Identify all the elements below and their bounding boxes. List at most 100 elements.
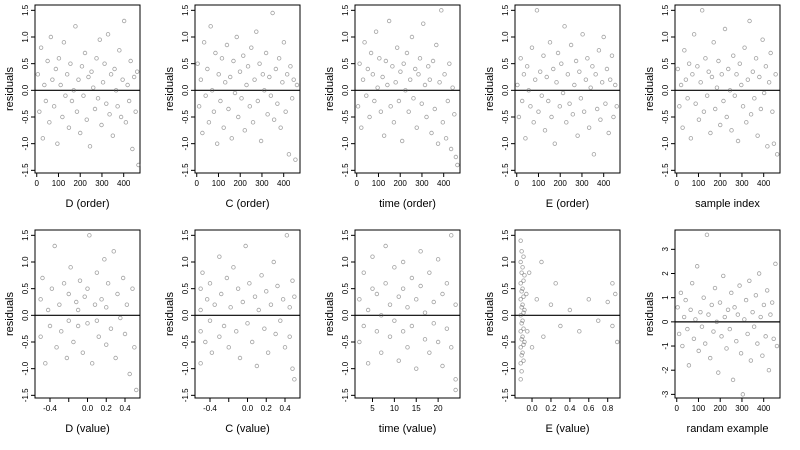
x-axis-title: E (value) [545,423,589,435]
data-point [259,273,264,278]
data-point [755,341,760,346]
data-point [711,40,716,45]
data-point [216,72,221,77]
data-point [694,264,700,269]
data-point [711,329,716,334]
data-point [111,249,116,254]
data-point [50,77,55,82]
y-tick-label: 1.5 [501,229,510,241]
y-tick-label: 0.0 [501,84,510,96]
data-point [735,138,741,144]
data-point [701,295,706,300]
data-point [418,249,423,254]
data-point [205,66,210,72]
x-tick-label: 100 [692,404,706,413]
data-point [690,72,695,77]
x-tick-label: 200 [714,179,728,188]
x-axis-title: C (value) [225,423,270,435]
data-point [523,136,528,141]
data-point [680,343,685,349]
data-point [516,114,522,120]
data-point [555,50,561,56]
data-point [515,82,520,88]
x-tick-label: 0.0 [82,404,94,413]
data-point [613,82,618,88]
data-point [87,233,92,238]
x-tick-label: 300 [735,404,749,413]
data-point [360,77,366,82]
data-point [118,315,123,321]
data-point [719,334,724,339]
data-point [528,104,533,109]
data-point [440,291,445,297]
data-point [104,101,109,106]
data-point [136,162,141,168]
x-tick-label: 100 [212,179,226,188]
data-point [94,270,100,275]
data-point [730,377,736,383]
data-point [270,10,275,16]
data-point [435,141,441,146]
data-point [729,290,734,296]
data-point [249,45,254,50]
data-point [567,307,573,313]
y-tick-label: -1.5 [341,163,350,177]
data-point [691,336,697,341]
data-point [722,26,728,32]
data-point [534,297,539,302]
plot-frame [514,4,621,174]
y-tick-label: -1.5 [501,388,510,402]
data-point [526,270,532,275]
data-point [732,93,737,98]
data-point [113,88,119,93]
x-axis-title: randam example [687,423,769,435]
data-point [766,368,772,373]
data-point [445,98,451,104]
data-point [40,275,45,281]
data-point [568,42,574,48]
y-tick-label: 0.0 [661,84,670,96]
data-point [564,120,569,125]
data-point [86,74,91,80]
data-point [275,101,280,106]
data-point [453,302,458,307]
data-point [278,318,283,323]
data-point [91,85,96,90]
y-tick-label: 0.5 [341,58,350,70]
y-tick-label: 0.5 [181,283,190,295]
data-point [387,302,393,307]
data-point [271,117,277,122]
data-point [771,141,777,146]
data-point [444,281,450,286]
x-tick-label: 0.2 [545,404,557,413]
data-point [757,74,762,80]
data-point [427,270,432,275]
data-point [107,112,112,117]
data-point [226,345,231,350]
data-point [96,334,101,339]
data-point [581,109,587,114]
data-point [291,77,296,82]
data-point [87,144,93,149]
data-point [435,257,441,262]
data-point [751,324,757,329]
data-point [518,313,523,318]
data-point [85,321,90,326]
data-point [716,58,721,64]
data-points [515,8,619,157]
data-point [234,34,239,40]
data-point [696,348,701,354]
data-point [212,302,217,307]
data-point [74,299,79,305]
data-point [370,254,375,259]
data-point [260,72,266,77]
data-point [704,93,710,98]
data-point [284,72,290,77]
data-point [69,98,75,104]
y-tick-label: -0.5 [341,335,350,349]
y-tick-label: -1.5 [21,388,30,402]
data-point [747,18,752,24]
x-tick-label: 200 [394,179,408,188]
data-point [522,273,527,278]
